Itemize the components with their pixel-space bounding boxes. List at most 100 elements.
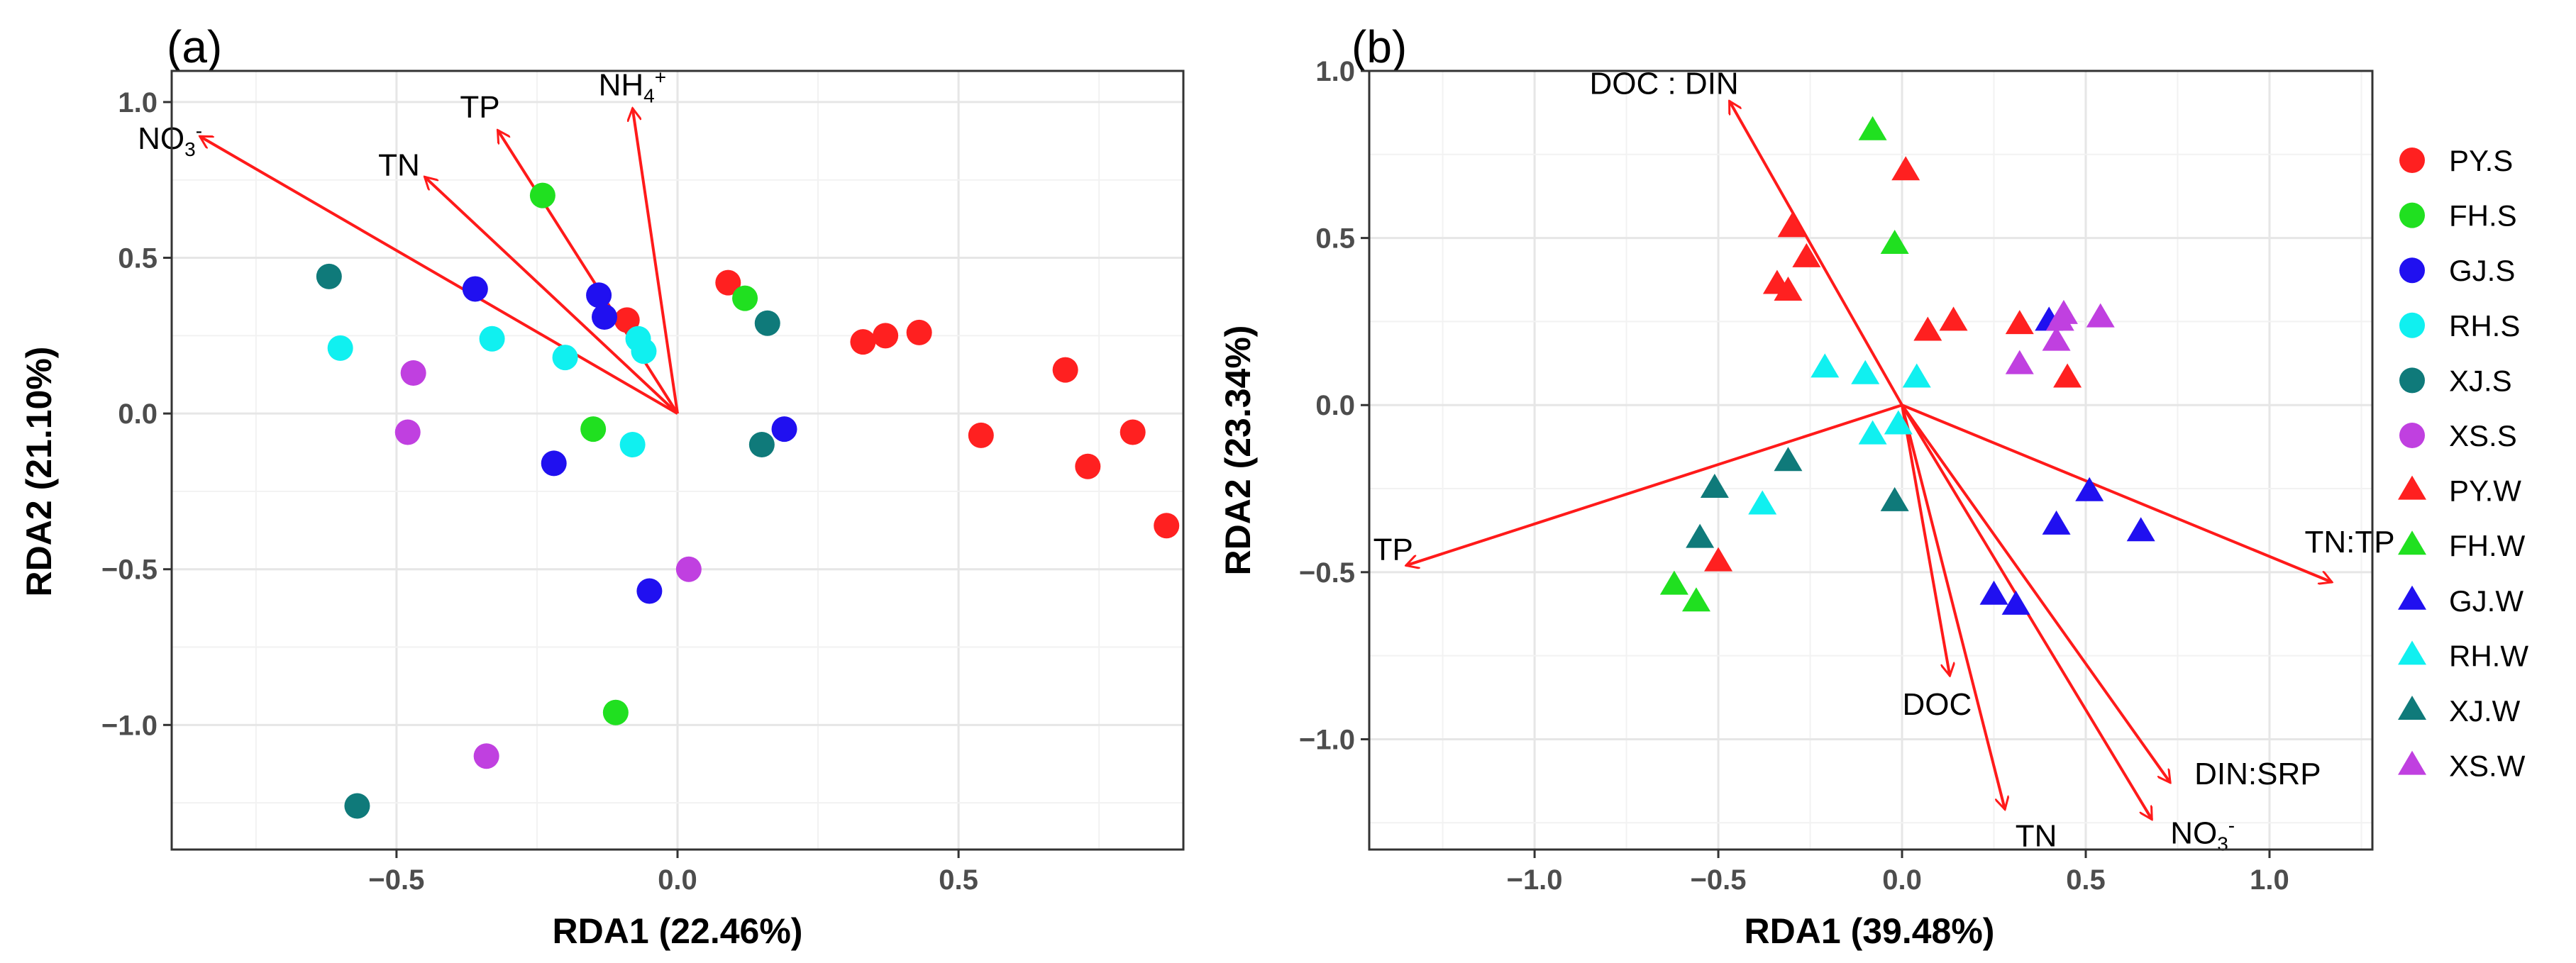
point-py-s bbox=[614, 307, 640, 333]
point-gj-s bbox=[592, 304, 618, 330]
point-py-w bbox=[1704, 547, 1733, 572]
y-tick-label: −0.5 bbox=[1299, 557, 1355, 589]
point-fh-w bbox=[1681, 587, 1710, 612]
point-py-s bbox=[715, 269, 741, 296]
legend-label: XJ.W bbox=[2449, 694, 2521, 728]
vector-arrow-tn-tp bbox=[1901, 403, 2332, 582]
point-gj-s bbox=[771, 416, 797, 442]
point-py-w bbox=[1774, 276, 1803, 301]
point-py-s bbox=[906, 319, 932, 345]
legend-label: XJ.S bbox=[2449, 364, 2512, 397]
point-xj-w bbox=[1774, 447, 1803, 472]
vector-arrow-tn bbox=[425, 177, 679, 415]
point-rh-w bbox=[1811, 353, 1840, 378]
legend-label: XS.W bbox=[2449, 750, 2526, 783]
vector-label: DOC bbox=[1902, 687, 1972, 722]
point-rh-s bbox=[327, 335, 353, 361]
point-gj-w bbox=[2042, 510, 2071, 535]
vector-arrow-nh4- bbox=[633, 108, 679, 414]
point-py-s bbox=[873, 323, 899, 349]
y-tick-label: 0.0 bbox=[118, 399, 157, 430]
y-tick-label: 0.0 bbox=[1315, 390, 1355, 421]
legend-key-gj-w bbox=[2398, 585, 2426, 610]
point-gj-s bbox=[636, 578, 663, 604]
point-gj-w bbox=[2075, 477, 2104, 501]
x-tick-label: −0.5 bbox=[1691, 864, 1747, 896]
point-xs-s bbox=[400, 360, 426, 386]
point-py-s bbox=[968, 422, 994, 448]
point-xs-w bbox=[2049, 299, 2078, 324]
legend-key-xs-w bbox=[2398, 750, 2426, 775]
point-py-s bbox=[850, 329, 876, 355]
vector-label-main: DOC bbox=[1902, 687, 1972, 722]
point-py-s bbox=[1075, 453, 1101, 479]
legend-label: PY.W bbox=[2449, 474, 2521, 508]
vector-label-main: NH bbox=[599, 68, 644, 103]
y-tick-label: 0.5 bbox=[1315, 223, 1355, 255]
point-xj-w bbox=[1700, 473, 1729, 498]
vector-arrow-no3- bbox=[200, 135, 679, 415]
point-py-w bbox=[1777, 213, 1806, 238]
panel-a-tag: (a) bbox=[167, 21, 222, 72]
x-tick-label: 0.0 bbox=[658, 864, 697, 896]
legend-label: PY.S bbox=[2449, 144, 2513, 177]
vector-label: NO3- bbox=[138, 120, 202, 160]
point-rh-w bbox=[1884, 410, 1913, 435]
point-fh-s bbox=[529, 182, 555, 208]
point-fh-s bbox=[732, 285, 758, 311]
point-fh-s bbox=[580, 416, 607, 442]
legend-key-py-w bbox=[2398, 475, 2426, 500]
vector-label-superscript: + bbox=[655, 67, 666, 89]
point-gj-w bbox=[2001, 590, 2030, 615]
point-rh-w bbox=[1858, 420, 1887, 445]
legend-label: FH.W bbox=[2449, 529, 2526, 562]
panel-a-points bbox=[316, 182, 1180, 819]
point-py-w bbox=[2053, 363, 2082, 388]
panel-a-ticks: −0.5 0.0 0.5 −1.0 −0.5 0.0 0.5 1.0 bbox=[101, 87, 978, 896]
legend-key-py-s bbox=[2399, 147, 2425, 173]
point-xs-s bbox=[675, 556, 702, 582]
legend-key-xj-s bbox=[2399, 367, 2425, 394]
point-py-w bbox=[1792, 243, 1821, 267]
panel-b-tag: (b) bbox=[1351, 21, 1407, 72]
point-gj-s bbox=[541, 450, 567, 477]
point-gj-s bbox=[586, 282, 612, 308]
point-xj-s bbox=[748, 432, 775, 458]
vector-label-main: TN:TP bbox=[2304, 525, 2394, 560]
vector-label: TN bbox=[378, 147, 420, 182]
vector-arrow-din-srp bbox=[1901, 404, 2170, 783]
legend-label: RH.S bbox=[2449, 309, 2520, 343]
y-tick-label: −0.5 bbox=[101, 555, 157, 586]
point-xs-w bbox=[2005, 350, 2034, 374]
point-py-w bbox=[1891, 156, 1920, 181]
vector-label: TN bbox=[2016, 818, 2057, 853]
legend-label: GJ.W bbox=[2449, 584, 2524, 618]
x-tick-label: −0.5 bbox=[368, 864, 424, 896]
panel-b-background bbox=[1369, 71, 2372, 850]
legend-key-fh-w bbox=[2398, 530, 2426, 555]
point-fh-s bbox=[602, 699, 629, 725]
y-tick-label: 1.0 bbox=[118, 87, 157, 118]
vector-arrow-doc-din bbox=[1728, 101, 1903, 406]
point-rh-w bbox=[1902, 363, 1931, 388]
point-py-s bbox=[1052, 357, 1078, 383]
legend-label: XS.S bbox=[2449, 419, 2517, 452]
vector-label-subscript: 3 bbox=[2217, 833, 2228, 855]
vector-label-superscript: - bbox=[196, 120, 202, 142]
vector-label: DOC : DIN bbox=[1589, 66, 1738, 101]
legend-key-rh-s bbox=[2399, 312, 2425, 338]
point-py-w bbox=[1939, 306, 1968, 331]
x-tick-label: −1.0 bbox=[1507, 864, 1563, 896]
vector-label: DIN:SRP bbox=[2194, 757, 2321, 791]
point-xj-w bbox=[1686, 523, 1715, 548]
vector-arrow-tn bbox=[1901, 404, 2005, 809]
panel-a: (a) NO3- TN TP NH4+ −0.5 0.0 0.5 −1.0 −0.5 0.0 0.… bbox=[19, 21, 1185, 951]
legend-key-rh-w bbox=[2398, 640, 2426, 665]
y-tick-label: 0.5 bbox=[118, 243, 157, 274]
point-gj-s bbox=[462, 276, 488, 302]
point-xs-w bbox=[2086, 303, 2115, 328]
point-rh-w bbox=[1851, 360, 1880, 384]
point-py-s bbox=[1154, 513, 1180, 539]
panel-b-y-axis-title: RDA2 (23.34%) bbox=[1218, 325, 1258, 576]
